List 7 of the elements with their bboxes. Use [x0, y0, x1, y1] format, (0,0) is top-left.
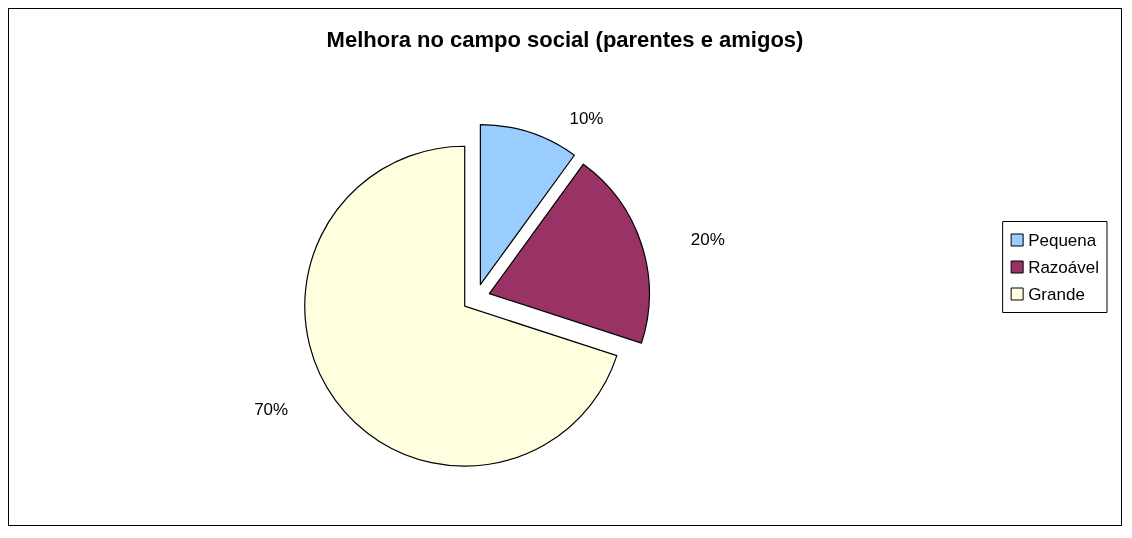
data-label: 70%: [254, 399, 289, 419]
chart-title: Melhora no campo social (parentes e amigos): [326, 26, 804, 52]
data-label: 10%: [569, 108, 604, 128]
legend-label: Razoável: [1028, 257, 1099, 277]
legend-label: Grande: [1028, 284, 1085, 304]
legend-label: Pequena: [1028, 230, 1097, 250]
data-label: 20%: [690, 230, 725, 250]
